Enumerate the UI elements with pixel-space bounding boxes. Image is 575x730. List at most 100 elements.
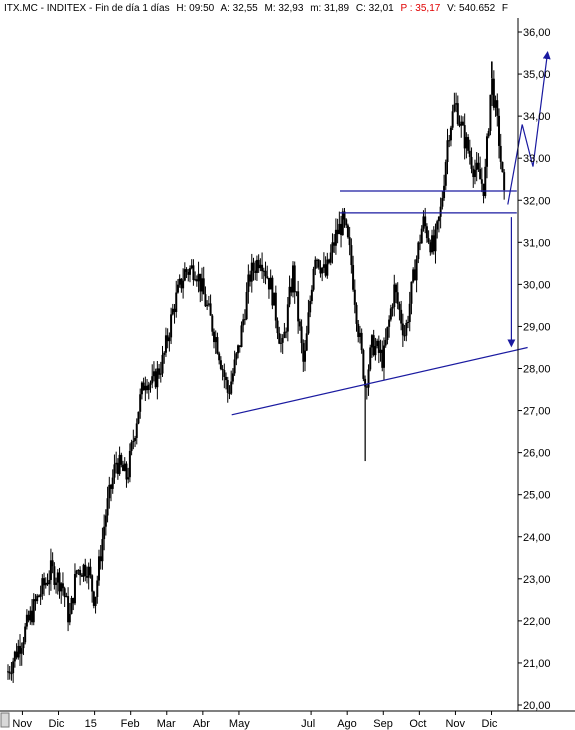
candle-body [132, 440, 135, 443]
candle-body [37, 595, 40, 597]
candle-body [173, 308, 176, 313]
candle-body [456, 103, 459, 125]
candle-body [171, 308, 174, 315]
candle-body [27, 614, 30, 621]
candle-body [393, 284, 396, 308]
candle-body [200, 278, 203, 292]
support-trendline [231, 346, 528, 416]
candle-body [362, 350, 365, 379]
candle-body [420, 228, 423, 244]
candle-body [437, 216, 440, 222]
candle-body [441, 198, 444, 207]
candle-body [358, 332, 361, 337]
candle-body [477, 162, 480, 170]
candle-body [219, 360, 222, 369]
candle-body [432, 235, 435, 252]
candle-body [338, 223, 341, 235]
candle-body [116, 462, 119, 474]
candle-body [36, 595, 39, 602]
scroll-marker[interactable] [0, 712, 10, 728]
candle-body [211, 315, 214, 332]
candle-body [304, 350, 307, 362]
candle-body [183, 269, 186, 281]
candle-body [307, 312, 310, 334]
candle-body [8, 671, 11, 674]
candle-body [103, 526, 106, 540]
candle-body [322, 264, 325, 268]
candle-body [144, 385, 147, 391]
candle-body [465, 137, 468, 149]
candle-body [120, 454, 123, 465]
candle-body [108, 484, 111, 499]
x-tick-label: Feb [121, 718, 140, 730]
header-trailing: F [502, 3, 508, 14]
candle-body [163, 352, 166, 355]
candle-body [46, 582, 49, 585]
candle-body [419, 242, 422, 244]
candle-body [479, 169, 482, 180]
candle-body [257, 259, 260, 269]
candle-body [491, 78, 494, 95]
candle-body [412, 269, 415, 282]
candle-body [214, 337, 217, 343]
x-tick-label: Jul [301, 718, 315, 730]
candle-body [295, 291, 298, 293]
candle-body [240, 325, 243, 347]
candle-body [130, 442, 133, 451]
candle-body [195, 279, 198, 282]
candle-body [182, 280, 185, 289]
header-max: M: 32,93 [264, 3, 303, 14]
candle-body [453, 104, 456, 112]
candle-body [180, 278, 183, 289]
candle-body [384, 339, 387, 346]
candle-body [250, 262, 253, 282]
candle-body [328, 259, 331, 263]
candle-body [475, 162, 478, 170]
candle-body [386, 326, 389, 340]
candle-body [273, 292, 276, 306]
candle-body [355, 304, 358, 324]
candle-body [360, 332, 363, 351]
candle-body [480, 179, 483, 184]
candle-body [364, 378, 367, 387]
candle-body [329, 252, 332, 263]
candle-body [297, 291, 300, 322]
candle-body [269, 277, 272, 290]
candle-body [233, 359, 236, 374]
candle-body [209, 303, 212, 316]
candle-body [231, 373, 234, 382]
candle-body [20, 648, 23, 654]
candle-body [225, 376, 228, 381]
candle-body [286, 304, 289, 332]
candle-body [228, 392, 231, 394]
x-tick-label: 15 [85, 718, 97, 730]
y-tick-label: 21,00 [523, 658, 551, 670]
candle-body [223, 370, 226, 377]
candle-body [352, 265, 355, 290]
candle-body [146, 385, 149, 391]
candle-body [496, 100, 499, 116]
candle-body [115, 462, 118, 465]
candle-body [379, 349, 382, 353]
candle-body [137, 411, 140, 424]
candle-body [382, 345, 385, 368]
candle-body [410, 281, 413, 304]
candle-body [192, 265, 195, 280]
candle-body [39, 594, 42, 597]
candle-body [492, 78, 495, 108]
x-tick-label: Sep [373, 718, 393, 730]
candle-body [448, 140, 451, 142]
candle-body [149, 383, 152, 385]
candle-body [164, 335, 167, 353]
y-tick-label: 32,00 [523, 195, 551, 207]
candle-body [276, 320, 279, 334]
candle-body [99, 556, 102, 562]
candle-body [309, 301, 312, 313]
candle-body [48, 579, 51, 585]
y-tick-label: 35,00 [523, 69, 551, 81]
y-tick-label: 23,00 [523, 574, 551, 586]
candle-body [97, 556, 100, 581]
candle-body [374, 346, 377, 356]
